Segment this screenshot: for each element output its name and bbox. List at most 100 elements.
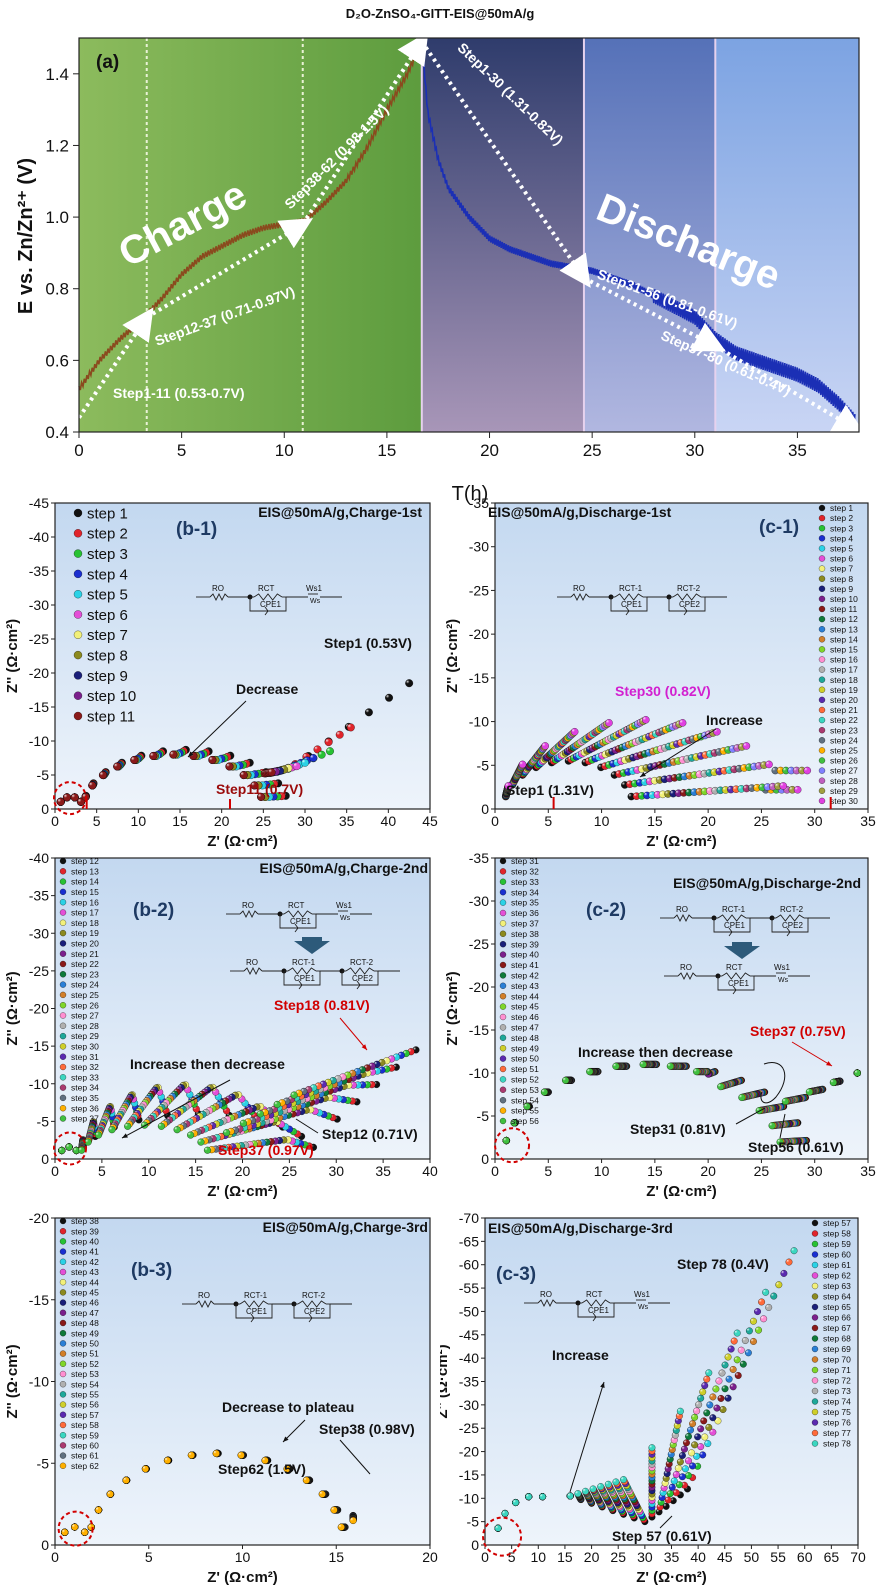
point-step-29-tail-1-highlight — [789, 787, 793, 791]
legend-label-step-3: step 3 — [830, 523, 853, 533]
point-step-24-tail-2-highlight — [772, 767, 776, 772]
y-tick-label--15: -15 — [469, 1022, 489, 1038]
legend-label-step-20: step 20 — [830, 695, 858, 705]
point-step-30-5-highlight — [606, 720, 610, 724]
legend-label-step-49: step 49 — [511, 1043, 539, 1053]
rct-label: RCT-1 — [722, 905, 746, 914]
legend-marker-step-58 — [59, 1421, 67, 1429]
legend-label-step-56: step 56 — [71, 1400, 99, 1410]
point-step-11-6-highlight — [150, 753, 154, 757]
point-step-5-10-highlight — [642, 779, 646, 783]
legend-marker-step-55 — [499, 1107, 507, 1114]
point-step-22-9-highlight — [707, 751, 711, 755]
legend-label-step-12: step 12 — [71, 856, 99, 866]
point-step-11-11-highlight — [681, 790, 685, 794]
point-step-16-11-highlight — [707, 788, 711, 792]
x-tick-label-5: 5 — [98, 1163, 106, 1179]
point-step-1-tail-5-highlight — [386, 694, 390, 699]
resistor-symbol — [672, 593, 702, 601]
point-step-56-9-highlight — [667, 1063, 671, 1067]
point-step-37-tail-3-highlight — [257, 1111, 261, 1115]
plot-background — [495, 858, 868, 1159]
legend-marker-step-53 — [59, 1370, 67, 1378]
legend-marker-step-28 — [818, 777, 826, 784]
legend-marker-step-25 — [818, 747, 826, 754]
annotation-step18: Step18 (0.81V) — [274, 997, 370, 1013]
legend-label-step-51: step 51 — [71, 1349, 99, 1359]
r0-label: RO — [246, 958, 258, 967]
legend-label-step-2: step 2 — [87, 526, 128, 543]
point-step-2-9-highlight — [616, 771, 620, 775]
point-step-35-tail-5-highlight — [301, 1088, 305, 1092]
annotation-decrease: Decrease — [236, 681, 298, 697]
x-tick-label-10: 10 — [131, 813, 147, 829]
point-step-17-8-highlight — [662, 745, 666, 749]
legend-label-step-17: step 17 — [71, 908, 99, 918]
point-step-17-9-highlight — [684, 756, 688, 760]
cpe-label: CPE2 — [352, 974, 373, 983]
point-step-22-11-highlight — [738, 786, 742, 790]
y-tick-label--40: -40 — [29, 852, 49, 866]
increase-arrow-head — [640, 772, 646, 777]
x-tick-label-30: 30 — [807, 813, 823, 829]
y-tick-label-0: 0 — [41, 1537, 49, 1553]
point-step-62-6-highlight — [164, 1457, 168, 1461]
legend-marker-step-7 — [818, 565, 826, 572]
cpe-label: CPE1 — [621, 600, 642, 609]
resistor-symbol — [287, 967, 317, 975]
point-step-11-hf-1-highlight — [57, 798, 62, 803]
point-step-62-4-highlight — [123, 1477, 127, 1481]
plateau-arrow-head — [283, 1436, 289, 1442]
legend-label-step-52: step 52 — [71, 1359, 99, 1369]
panel-title: EIS@50mA/g,Charge-3rd — [263, 1219, 428, 1235]
point-step-18-11-highlight — [717, 787, 721, 791]
point-step-11-13-highlight — [258, 794, 262, 798]
legend-marker-step-56 — [59, 1401, 67, 1408]
point-step-56-5-highlight — [563, 1077, 567, 1081]
point-step-15-8-highlight — [654, 747, 658, 751]
x-tick-label-30: 30 — [807, 1163, 823, 1179]
point-step-28-9-highlight — [734, 745, 738, 749]
legend-label-step-11: step 11 — [830, 604, 858, 614]
x-tick-label-10: 10 — [594, 1163, 610, 1179]
legend-label-step-32: step 32 — [511, 866, 539, 876]
swirl-arrow — [760, 1062, 786, 1104]
point-step-18-8-highlight — [666, 743, 670, 748]
legend-marker-step-43 — [499, 982, 507, 989]
point-step-19-tail-5-highlight — [379, 1059, 383, 1064]
resistor-symbol — [283, 910, 313, 918]
legend-label-step-32: step 32 — [71, 1062, 99, 1072]
point-step-57-tail-3-highlight — [663, 1503, 667, 1507]
point-step-56-2-highlight — [511, 1120, 515, 1124]
legend-marker-step-54 — [499, 1097, 507, 1104]
resistor-symbol — [239, 909, 259, 919]
legend-label-step-7: step 7 — [87, 627, 128, 644]
legend-label-step-16: step 16 — [830, 655, 858, 665]
point-step-14-9-highlight — [670, 759, 675, 763]
legend-marker-step-1 — [818, 504, 826, 512]
cpe-symbol — [728, 927, 733, 937]
point-step-5-11-highlight — [649, 792, 653, 796]
x-tick-label-5: 5 — [145, 1549, 153, 1565]
point-step-3-9-highlight — [620, 770, 625, 774]
x-axis-title: Z' (Ω·cm²) — [646, 1183, 717, 1200]
point-step-37-10-highlight — [198, 1139, 202, 1143]
legend-label-step-61: step 61 — [71, 1451, 99, 1461]
transition-arrow — [724, 942, 760, 959]
step31-pointer — [735, 1107, 766, 1125]
legend-marker-step-25 — [59, 991, 67, 999]
x-tick-label-15: 15 — [328, 1549, 344, 1565]
point-step-25-9-highlight — [720, 748, 725, 752]
decrease-arrow — [187, 700, 247, 758]
r0-label: RO — [680, 963, 692, 972]
x-axis-title: Z' (Ω·cm²) — [207, 1183, 278, 1200]
point-step-21-tail-5-highlight — [369, 1063, 373, 1067]
x-tick-label-0: 0 — [74, 441, 83, 460]
legend-marker-step-11 — [818, 605, 826, 613]
annotation-step1: Step1 (0.53V) — [324, 635, 412, 651]
legend-label-step-44: step 44 — [511, 991, 539, 1001]
point-step-37-hf-1-highlight — [59, 1147, 63, 1151]
point-step-12-10-highlight — [676, 774, 681, 778]
x-tick-label-0: 0 — [51, 1549, 59, 1565]
